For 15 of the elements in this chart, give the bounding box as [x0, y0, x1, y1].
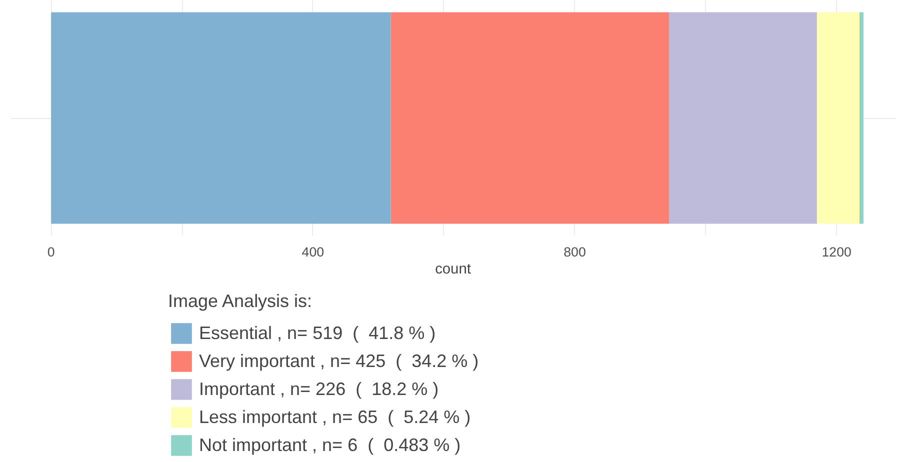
x-tick-label: 0	[47, 244, 55, 260]
legend-label: Less important , n= 65 ( 5.24 % )	[199, 406, 471, 429]
x-tick-label: 800	[564, 244, 586, 260]
legend-title: Image Analysis is:	[168, 291, 314, 312]
x-tick-label: 400	[302, 244, 324, 260]
legend-label: Very important , n= 425 ( 34.2 % )	[199, 350, 479, 373]
legend-label: Not important , n= 6 ( 0.483 % )	[199, 434, 461, 457]
bar	[390, 12, 670, 224]
x-tick-label: 1200	[822, 244, 852, 260]
bar	[669, 12, 817, 224]
x-axis-title: count	[435, 262, 471, 278]
legend-label: Essential , n= 519 ( 41.8 % )	[199, 322, 436, 345]
bar	[816, 12, 860, 224]
bar	[860, 12, 864, 224]
legend-label: Important , n= 226 ( 18.2 % )	[199, 378, 439, 401]
